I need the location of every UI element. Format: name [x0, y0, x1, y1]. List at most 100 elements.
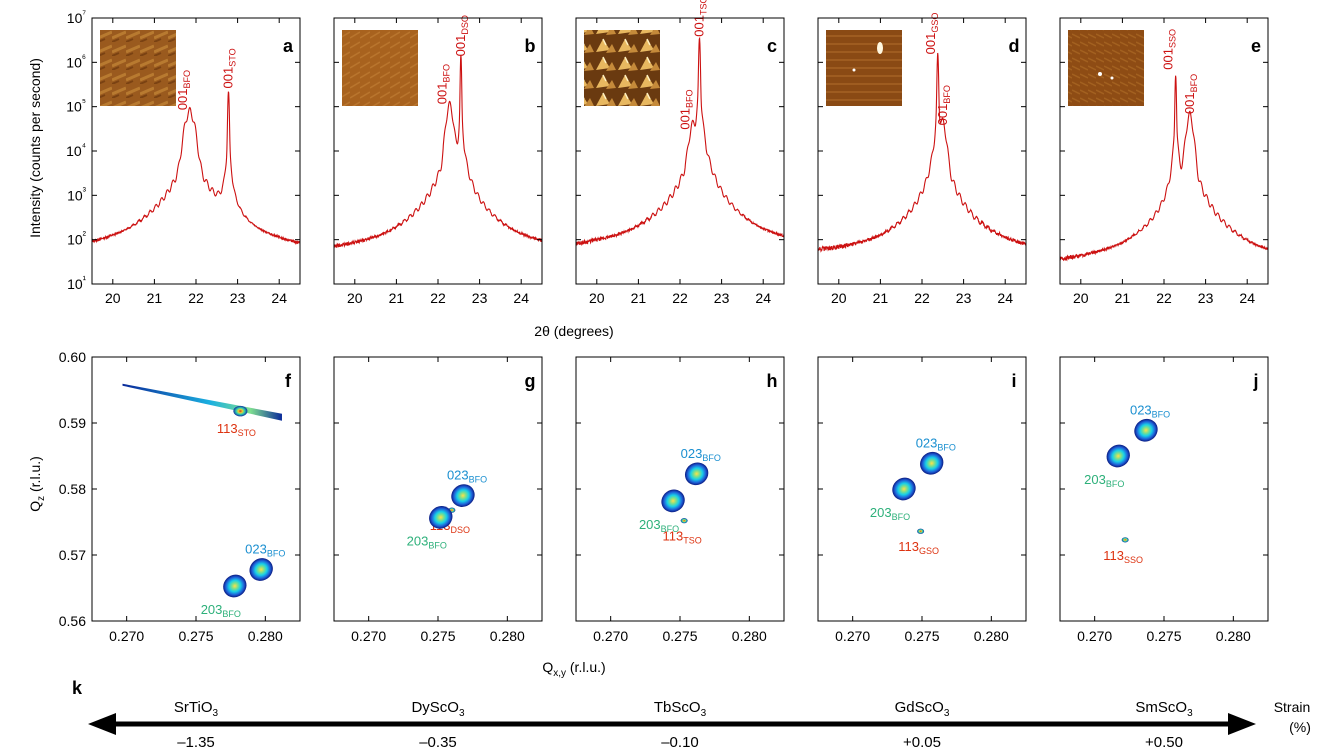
panel-letter: i	[1011, 371, 1016, 391]
x-tick-label: 22	[430, 290, 446, 306]
film-spot-203	[892, 477, 916, 501]
peak-label: 001BFO	[1182, 74, 1199, 114]
xrd-curve	[817, 52, 1027, 253]
x-tick-label: 0.270	[109, 628, 144, 644]
film-label-023: 023BFO	[1130, 402, 1170, 419]
x-tick-label: 0.280	[1216, 628, 1251, 644]
x-tick-label: 0.275	[420, 628, 455, 644]
x-tick-label: 0.280	[974, 628, 1009, 644]
substrate-spot	[917, 528, 925, 534]
afm-particle	[1110, 76, 1114, 80]
strain-axis-label: Strain	[1274, 699, 1311, 715]
peak-label: 001BFO	[935, 85, 952, 125]
x-tick-label: 22	[188, 290, 204, 306]
strain-arrow-right	[1228, 713, 1256, 735]
x-tick-label: 0.275	[904, 628, 939, 644]
panel-letter: b	[525, 36, 536, 56]
plot-frame	[575, 356, 785, 622]
strain-value: –1.35	[177, 734, 215, 751]
x-tick-label: 20	[589, 290, 605, 306]
afm-particle	[852, 68, 856, 72]
afm-inset	[584, 30, 660, 106]
y-tick-label: 10⁵	[66, 98, 86, 115]
x-tick-label: 21	[1115, 290, 1131, 306]
film-label-023: 023BFO	[916, 435, 956, 452]
afm-inset	[1068, 30, 1144, 106]
x-tick-label: 20	[105, 290, 121, 306]
substrate-spot	[680, 518, 688, 524]
film-label-023: 023BFO	[681, 446, 721, 463]
film-label-203: 203BFO	[201, 602, 241, 619]
x-tick-label: 24	[755, 290, 771, 306]
x-tick-label: 24	[271, 290, 287, 306]
peak-label: 001TSO	[692, 0, 709, 37]
x-tick-label: 24	[997, 290, 1013, 306]
substrate-streak	[122, 383, 282, 421]
panel-letter: e	[1251, 36, 1261, 56]
film-spot-203	[661, 489, 685, 513]
afm-particle	[877, 42, 883, 54]
substrate-name: DyScO3	[411, 699, 465, 719]
panel-letter: c	[767, 36, 777, 56]
bottom-x-axis-title: Qx,y (r.l.u.)	[542, 659, 605, 679]
substrate-label: 113STO	[217, 421, 256, 438]
y-tick-label: 10²	[67, 231, 87, 248]
rsm-panels: 113STO 023BFO 203BFO 0.270 0.275 0.280 0.56 0.5…	[59, 349, 1269, 644]
x-tick-label: 0.270	[351, 628, 386, 644]
y-tick-label: 10³	[67, 186, 87, 203]
x-tick-label: 22	[672, 290, 688, 306]
x-tick-label: 0.270	[835, 628, 870, 644]
y-tick-label: 0.56	[59, 613, 86, 629]
film-spot-023	[684, 462, 709, 486]
x-tick-label: 23	[230, 290, 246, 306]
afm-inset	[826, 30, 902, 106]
peak-label: 001STO	[220, 48, 237, 88]
x-tick-label: 0.270	[1077, 628, 1112, 644]
strain-value: +0.50	[1145, 734, 1183, 751]
x-tick-label: 21	[631, 290, 647, 306]
afm-inset	[100, 30, 176, 106]
film-label-023: 023BFO	[447, 468, 487, 485]
x-tick-label: 0.275	[662, 628, 697, 644]
film-spot-203	[223, 574, 247, 598]
x-tick-label: 0.270	[593, 628, 628, 644]
xrd-panel-a: 001BFO 001STO 20 21 22 23 24 10¹ 10² 10³ 10⁴ 10⁵ 10⁶…	[66, 9, 301, 306]
plot-frame	[91, 356, 301, 622]
film-spot-023	[920, 451, 944, 475]
x-tick-label: 21	[389, 290, 405, 306]
xrd-curve	[575, 36, 785, 246]
substrate-spot	[233, 405, 248, 417]
film-spot-023	[249, 558, 273, 581]
film-spot-023	[451, 484, 475, 507]
film-spot-203	[429, 506, 453, 529]
y-tick-label: 10⁴	[66, 142, 86, 159]
panel-letter: h	[767, 371, 778, 391]
xrd-curve	[1059, 75, 1269, 262]
substrate-label: 113GSO	[898, 539, 939, 556]
x-tick-label: 0.275	[178, 628, 213, 644]
panel-letter: f	[285, 371, 292, 391]
strain-value: –0.35	[419, 734, 457, 751]
peak-label: 001BFO	[677, 89, 694, 129]
panel-letter: d	[1009, 36, 1020, 56]
y-tick-label: 0.57	[59, 547, 86, 563]
film-label-203: 203BFO	[1084, 472, 1124, 489]
peak-label: 001DSO	[453, 15, 470, 56]
afm-particle	[1098, 72, 1102, 76]
xrd-panels: 001BFO 001STO 20 21 22 23 24 10¹ 10² 10³ 10⁴ 10⁵ 10⁶…	[66, 0, 1269, 306]
y-tick-label: 10⁷	[67, 9, 87, 26]
y-tick-label: 0.60	[59, 349, 86, 365]
film-label-023: 023BFO	[245, 542, 285, 559]
substrate-name: SrTiO3	[174, 699, 219, 719]
rsm-panel-i: 023BFO 203BFO 113GSO 0.270 0.275 0.280 i	[817, 356, 1027, 644]
x-tick-label: 20	[831, 290, 847, 306]
x-tick-label: 24	[513, 290, 529, 306]
film-label-203: 203BFO	[407, 533, 447, 550]
xrd-panel-c: 001BFO 001TSO 20 21 22 23 24 c	[575, 0, 785, 306]
x-tick-label: 0.280	[732, 628, 767, 644]
peak-label: 001GSO	[923, 13, 940, 55]
